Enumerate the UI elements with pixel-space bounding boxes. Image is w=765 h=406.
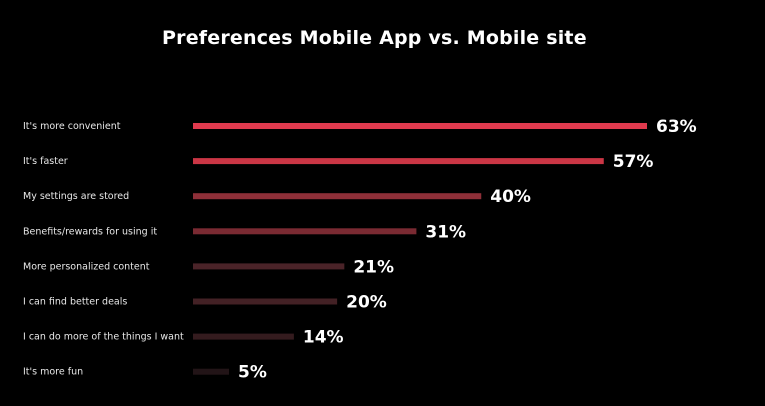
bar (193, 193, 482, 200)
value-label: 57% (613, 152, 654, 172)
bar (193, 333, 294, 340)
value-label: 40% (490, 187, 531, 207)
category-label: I can do more of the things I want (23, 332, 184, 343)
value-label: 14% (303, 328, 344, 348)
category-label: More personalized content (23, 261, 150, 272)
category-label: Benefits/rewards for using it (23, 226, 157, 237)
category-label: My settings are stored (23, 191, 129, 202)
value-label: 63% (656, 117, 697, 137)
value-label: 5% (238, 363, 267, 383)
bar (193, 228, 417, 235)
category-label: It's more convenient (23, 121, 121, 132)
value-label: 21% (353, 257, 394, 277)
chart-title: Preferences Mobile App vs. Mobile site (162, 27, 587, 49)
bar (193, 298, 338, 305)
category-label: I can find better deals (23, 297, 127, 308)
category-label: It's more fun (23, 367, 83, 378)
bar (193, 263, 345, 270)
category-label: It's faster (23, 156, 68, 167)
bar (193, 158, 604, 165)
value-label: 31% (425, 222, 466, 242)
bar (193, 123, 647, 129)
value-label: 20% (346, 293, 387, 313)
bar (193, 368, 230, 375)
bars-layer: It's more convenient 63% It's faster 57% My … (23, 117, 697, 383)
